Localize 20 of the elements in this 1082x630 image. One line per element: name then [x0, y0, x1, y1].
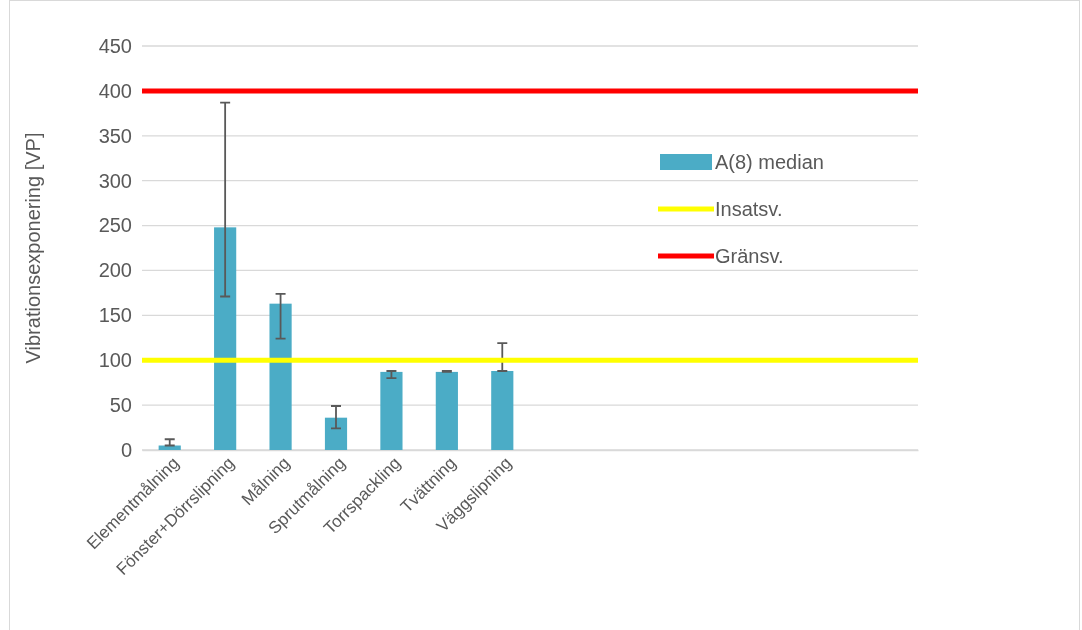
y-tick-label: 150: [98, 304, 132, 327]
y-tick-label: 250: [98, 214, 132, 237]
y-tick-label: 300: [98, 169, 132, 192]
y-tick-label: 350: [98, 124, 132, 147]
bar: [491, 371, 514, 450]
bar: [214, 227, 237, 450]
y-tick-label: 450: [98, 34, 132, 57]
y-tick-label: 100: [98, 349, 132, 372]
y-tick-label: 50: [109, 394, 132, 417]
y-tick-label: 400: [98, 79, 132, 102]
bar: [269, 303, 292, 450]
bar: [324, 417, 348, 450]
legend-label: Insatsv.: [715, 198, 783, 220]
y-tick-label: 200: [98, 259, 132, 282]
bar: [380, 371, 403, 450]
legend-label: Gränsv.: [715, 245, 784, 267]
y-tick-label: 0: [120, 438, 132, 461]
legend-label: A(8) median: [715, 151, 824, 173]
y-axis-title: Vibrationsexponering [VP]: [22, 132, 44, 364]
bar: [435, 371, 458, 450]
